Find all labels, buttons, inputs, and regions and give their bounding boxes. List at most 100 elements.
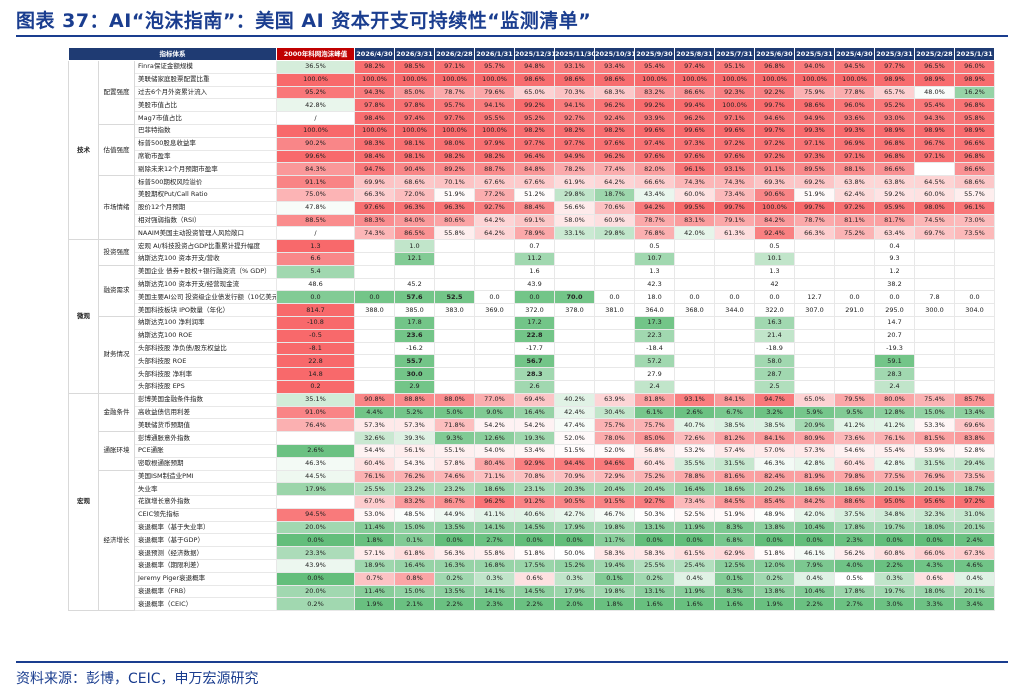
heatmap-cell: 31.5%: [914, 456, 955, 471]
monitor-table: 指标体系 2000年科网泡沫峰值 2026/4/30 2026/3/31 2026/…: [68, 47, 995, 612]
heatmap-cell: 48.5%: [394, 507, 435, 522]
heatmap-cell: 96.8%: [954, 149, 995, 164]
heatmap-cell: 56.8%: [634, 443, 675, 458]
bubble-peak-value: 20.0%: [276, 520, 355, 535]
heatmap-cell: 51.9%: [794, 187, 835, 202]
heatmap-cell: [914, 328, 955, 343]
heatmap-cell: 2.3%: [834, 533, 875, 548]
heatmap-cell: 90.5%: [554, 495, 595, 509]
heatmap-cell: 25.4%: [674, 559, 715, 573]
heatmap-cell: 96.1%: [954, 200, 995, 215]
heatmap-cell: 0.4%: [954, 571, 995, 586]
heatmap-cell: 0.0: [834, 290, 875, 305]
heatmap-cell: 68.3%: [594, 85, 635, 100]
heatmap-cell: 0.8%: [394, 571, 435, 586]
heatmap-cell: 99.6%: [714, 123, 755, 138]
heatmap-cell: 96.1%: [674, 162, 715, 177]
heatmap-cell: [674, 251, 715, 266]
heatmap-cell: 96.3%: [394, 200, 435, 215]
indicator-name: 衰退预测（经济数据）: [134, 546, 277, 561]
heatmap-cell: 0.4: [874, 239, 915, 253]
heatmap-cell: 60.0%: [914, 187, 955, 202]
heatmap-cell: 57.0%: [754, 443, 795, 458]
heatmap-cell: 6.1%: [634, 405, 675, 420]
heatmap-cell: 9.3%: [434, 431, 475, 445]
heatmap-cell: 0.6%: [914, 571, 955, 586]
heatmap-cell: 98.4%: [354, 149, 395, 164]
heatmap-cell: 0.4%: [674, 571, 715, 586]
heatmap-cell: 84.0%: [394, 213, 435, 228]
bubble-peak-value: 91.1%: [276, 175, 355, 189]
heatmap-cell: 78.2%: [554, 162, 595, 177]
heatmap-cell: [954, 264, 995, 279]
heatmap-cell: 22.3: [634, 328, 675, 343]
header-date: 2025/12/31: [514, 47, 555, 61]
heatmap-cell: [594, 354, 635, 369]
heatmap-cell: 96.9%: [834, 136, 875, 151]
heatmap-cell: 45.2: [394, 277, 435, 292]
heatmap-cell: 79.8%: [834, 469, 875, 484]
heatmap-cell: 55.7: [394, 354, 435, 369]
heatmap-cell: 28.7: [754, 367, 795, 381]
heatmap-cell: 0.0%: [874, 533, 915, 548]
heatmap-cell: 69.6%: [954, 418, 995, 433]
heatmap-cell: 23.2%: [434, 482, 475, 497]
heatmap-cell: [434, 239, 475, 253]
heatmap-cell: 98.9%: [874, 72, 915, 87]
heatmap-cell: 83.8%: [954, 431, 995, 445]
heatmap-cell: 0.0%: [754, 533, 795, 548]
heatmap-cell: 19.8%: [594, 584, 635, 599]
heatmap-cell: 11.4%: [354, 520, 395, 535]
heatmap-cell: 2.2%: [794, 597, 835, 612]
heatmap-cell: [554, 328, 595, 343]
heatmap-cell: 69.2%: [794, 175, 835, 189]
indicator-name: NAAIM美国主动投资管理人风险敞口: [134, 226, 277, 241]
heatmap-cell: 385.0: [394, 303, 435, 317]
heatmap-cell: 42.8%: [794, 456, 835, 471]
heatmap-cell: 0.4%: [794, 571, 835, 586]
bubble-peak-value: 48.6: [276, 277, 355, 292]
heatmap-cell: 20.1%: [954, 520, 995, 535]
heatmap-cell: [354, 251, 395, 266]
heatmap-cell: 72.0%: [394, 187, 435, 202]
heatmap-cell: 92.7%: [474, 200, 515, 215]
indicator-name: 头部科技股 净负债/股东权益比: [134, 341, 277, 356]
header-date: 2025/5/31: [794, 47, 835, 61]
heatmap-cell: 91.1%: [754, 162, 795, 177]
heatmap-cell: 97.2%: [714, 136, 755, 151]
heatmap-cell: 17.9%: [554, 584, 595, 599]
heatmap-cell: [834, 341, 875, 356]
heatmap-cell: 95.5%: [474, 111, 515, 125]
indicator-name: 美股市值占比: [134, 98, 277, 113]
heatmap-cell: 0.0: [474, 290, 515, 305]
heatmap-cell: 291.0: [834, 303, 875, 317]
bubble-peak-value: /: [276, 111, 355, 125]
heatmap-cell: 322.0: [754, 303, 795, 317]
heatmap-cell: 95.7%: [474, 60, 515, 74]
category-l1: 宏观: [68, 392, 99, 612]
heatmap-cell: 92.3%: [714, 85, 755, 100]
heatmap-cell: [914, 277, 955, 292]
heatmap-cell: 12.1: [394, 251, 435, 266]
heatmap-cell: 21.4: [754, 328, 795, 343]
table-row: 头部科技股 净利率 14.8 30.0 28.3 27.9 28.7 28.3: [69, 367, 995, 381]
indicator-name: 美国ISM制造业PMI: [134, 469, 277, 484]
header-date: 2025/10/31: [594, 47, 635, 61]
heatmap-cell: 0.3%: [554, 571, 595, 586]
heatmap-cell: 60.4%: [354, 456, 395, 471]
table-row: 宏观 金融条件 彭博美国金融条件指数 35.1% 90.8% 88.8% 88.0% 77.0…: [68, 392, 995, 612]
heatmap-cell: 13.8%: [754, 520, 795, 535]
heatmap-cell: 56.1%: [394, 443, 435, 458]
heatmap-cell: 97.4%: [394, 111, 435, 125]
heatmap-cell: 97.9%: [474, 136, 515, 151]
heatmap-cell: 93.9%: [634, 111, 675, 125]
indicator-name: 衰退概率（基于失业率）: [134, 520, 277, 535]
heatmap-cell: [554, 341, 595, 356]
heatmap-cell: 60.4%: [634, 456, 675, 471]
heatmap-cell: 93.1%: [674, 392, 715, 407]
heatmap-cell: 93.4%: [594, 60, 635, 74]
monitor-table-container: 指标体系 2000年科网泡沫峰值 2026/4/30 2026/3/31 2026/…: [68, 47, 995, 632]
heatmap-cell: 98.3%: [354, 136, 395, 151]
heatmap-cell: [434, 264, 475, 279]
heatmap-cell: 52.5%: [674, 507, 715, 522]
